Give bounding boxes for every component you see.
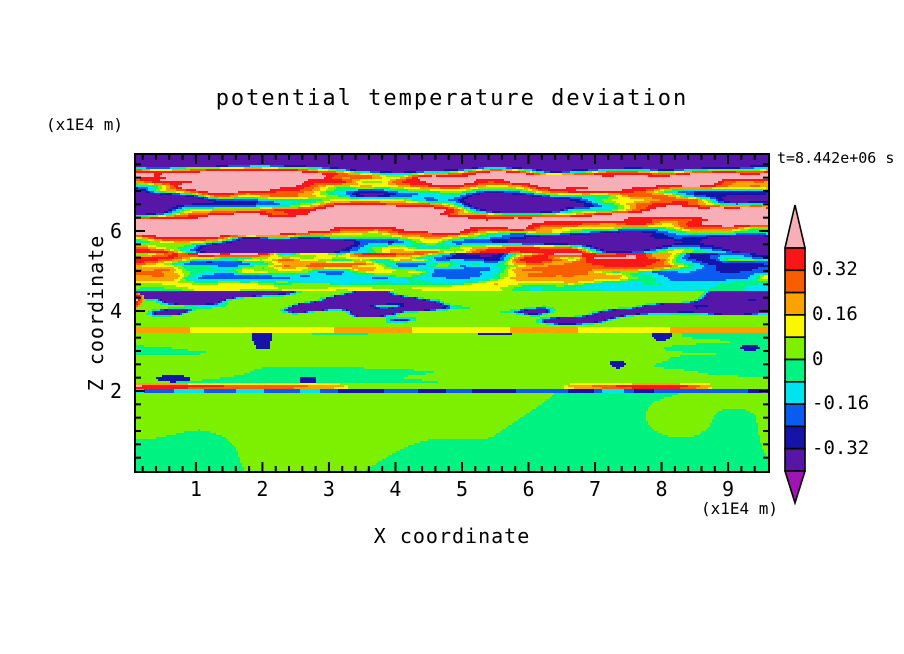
x-tick-label: 8 [655,477,668,501]
x-tick-label: 1 [189,477,202,501]
colorbar-segment [784,291,806,316]
z-tick-label: 6 [109,219,122,243]
colorbar [783,204,807,506]
x-tick-label: 2 [256,477,269,501]
colorbar-under-arrow [783,470,807,506]
x-tick-label: 3 [322,477,335,501]
x-tick-label: 4 [389,477,402,501]
z-tick-label: 4 [109,299,122,323]
colorbar-tick-label: 0 [812,347,824,370]
colorbar-segment [784,336,806,361]
z-tick-label: 2 [109,379,122,403]
colorbar-segment [784,381,806,405]
x-axis-unit-label: (x1E4 m) [700,499,778,518]
colorbar-segment [784,358,806,383]
colorbar-over-arrow [783,204,807,249]
time-annotation: t=8.442e+06 s [777,149,895,167]
colorbar-tick-label: -0.32 [812,436,870,459]
contour-field [136,155,768,471]
axis-ticks [136,155,768,471]
chart-title: potential temperature deviation [215,86,689,111]
x-tick-label: 5 [455,477,468,501]
colorbar-segment [784,447,806,472]
colorbar-tick-label: 0.16 [812,302,858,325]
colorbar-segment [784,269,806,294]
x-axis-title: X coordinate [373,524,531,548]
plot-border [134,153,770,473]
x-tick-label: 6 [522,477,535,501]
colorbar-segment [784,247,806,272]
colorbar-tick-label: -0.16 [812,392,870,415]
x-tick-label: 7 [589,477,602,501]
colorbar-tick-label: 0.32 [812,258,858,281]
z-axis-unit-label: (x1E4 m) [46,115,124,134]
colorbar-segment [784,425,806,450]
colorbar-segment [784,403,806,428]
x-tick-label: 9 [722,477,735,501]
colorbar-segment [784,314,806,339]
